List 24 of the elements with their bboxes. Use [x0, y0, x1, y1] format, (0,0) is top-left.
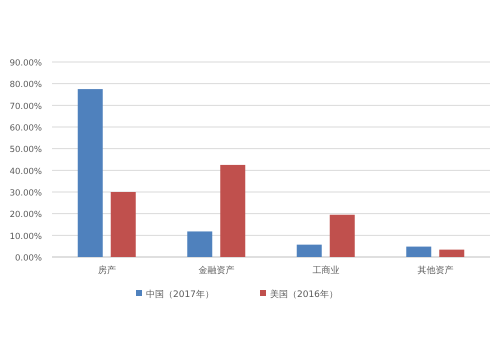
- bar: [406, 246, 432, 257]
- bar: [78, 89, 103, 257]
- legend-label: 美国（2016年）: [270, 289, 338, 300]
- y-tick-label: 70.00%: [10, 102, 42, 112]
- bar: [187, 231, 212, 257]
- y-tick-label: 0.00%: [14, 254, 42, 264]
- y-tick-label: 40.00%: [10, 166, 42, 177]
- y-tick-label: 10.00%: [10, 232, 42, 242]
- y-tick-label: 60.00%: [10, 124, 42, 134]
- bar: [110, 192, 136, 257]
- y-tick-label: 30.00%: [10, 188, 42, 198]
- y-tick-label: 20.00%: [10, 210, 42, 220]
- x-tick-label: 金融资产: [198, 265, 234, 276]
- bar: [220, 164, 246, 257]
- y-tick-label: 90.00%: [10, 58, 42, 68]
- x-tick-label: 房产: [98, 265, 116, 276]
- x-tick-label: 其他资产: [417, 265, 454, 276]
- bar: [296, 244, 322, 257]
- x-tick-label: 工商业: [312, 265, 340, 276]
- y-tick-label: 50.00%: [10, 145, 42, 156]
- bar: [330, 214, 355, 257]
- legend-label: 中国（2017年）: [146, 289, 214, 300]
- bar: [439, 250, 464, 257]
- y-tick-label: 80.00%: [10, 80, 42, 90]
